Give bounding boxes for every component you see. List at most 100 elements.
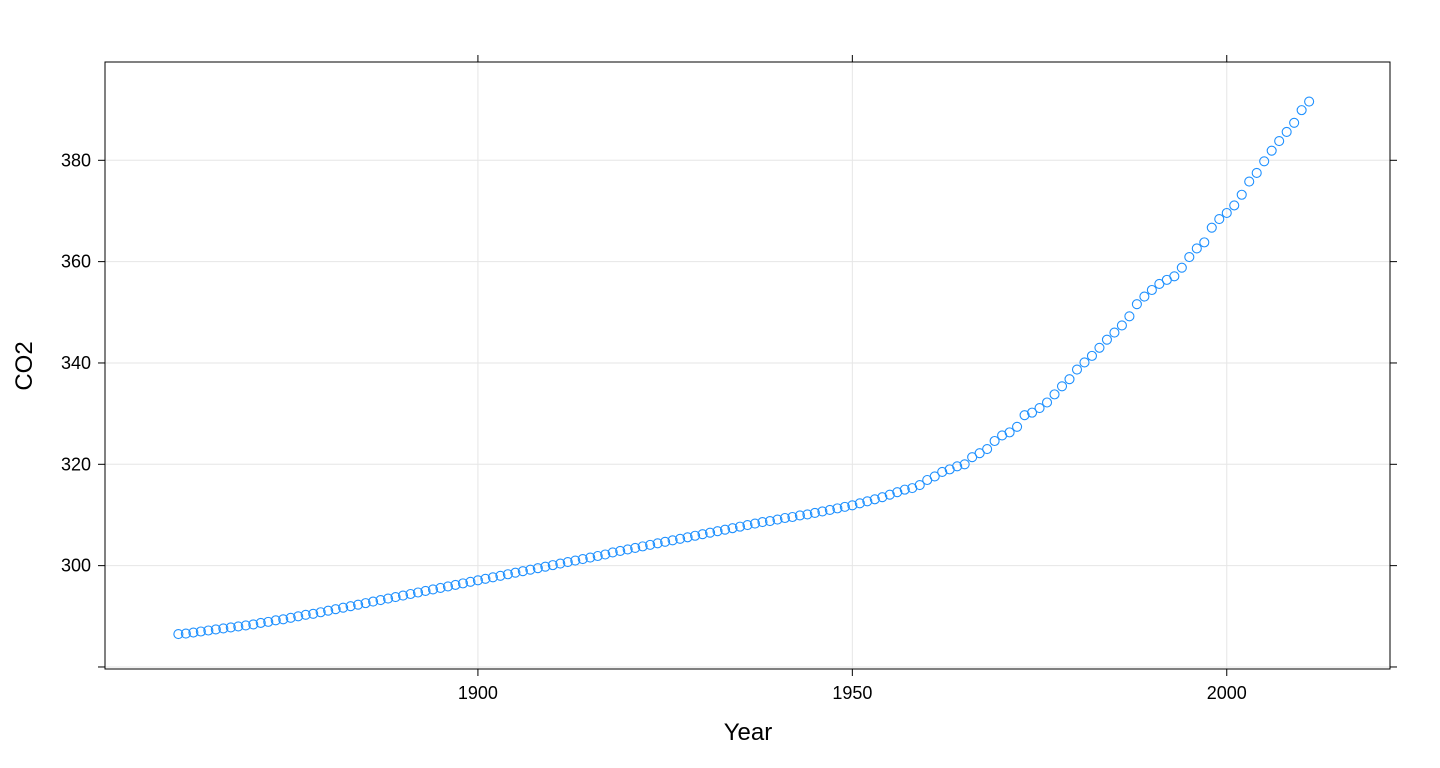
data-point: [607, 547, 618, 558]
data-point: [1146, 284, 1157, 296]
x-tick-label: 1950: [832, 683, 872, 703]
data-point: [1266, 145, 1277, 156]
data-point: [1094, 342, 1105, 353]
data-point: [1071, 364, 1083, 375]
data-point: [450, 579, 461, 590]
data-point: [877, 492, 888, 503]
data-point: [457, 578, 468, 589]
data-point: [952, 461, 963, 472]
data-point: [719, 524, 731, 535]
data-point: [525, 564, 536, 575]
data-point: [480, 573, 491, 584]
data-point: [1056, 381, 1068, 392]
data-point: [749, 518, 761, 529]
data-point: [712, 526, 723, 537]
data-point: [1124, 311, 1135, 322]
data-point: [1259, 156, 1270, 167]
data-point: [824, 504, 835, 515]
data-point: [562, 557, 573, 568]
data-point: [1236, 189, 1247, 200]
data-point: [255, 617, 266, 628]
data-point: [690, 530, 701, 541]
data-point: [600, 549, 611, 560]
data-point: [1079, 357, 1090, 368]
data-point: [195, 626, 206, 637]
data-point: [1131, 299, 1142, 310]
data-point: [203, 625, 214, 636]
data-point: [615, 545, 626, 556]
data-point: [285, 612, 296, 623]
data-point: [308, 608, 319, 619]
data-point: [487, 572, 498, 583]
data-point: [240, 620, 251, 631]
data-point: [510, 567, 521, 578]
data-point: [1034, 403, 1045, 414]
data-point: [502, 569, 513, 580]
y-tick-label: 300: [61, 556, 91, 576]
data-point: [173, 628, 184, 640]
data-point: [757, 517, 768, 528]
data-point: [517, 566, 528, 577]
data-point: [787, 511, 798, 523]
data-point: [1221, 207, 1232, 219]
x-axis: 1900 1950 2000: [458, 55, 1247, 703]
data-point: [405, 588, 416, 600]
data-point: [540, 561, 551, 572]
data-point: [383, 593, 394, 604]
data-point: [1229, 200, 1240, 211]
data-point: [854, 498, 865, 509]
grid-lines: [105, 62, 1390, 669]
data-point: [233, 621, 244, 632]
data-point: [180, 628, 191, 639]
data-point: [1199, 237, 1210, 248]
data-point: [420, 585, 431, 597]
data-point: [1109, 327, 1120, 338]
data-point: [570, 555, 581, 566]
data-point: [652, 538, 663, 549]
data-point: [210, 624, 221, 635]
data-point: [1019, 410, 1030, 421]
data-point: [397, 590, 409, 601]
data-point: [802, 509, 813, 520]
data-point: [667, 535, 678, 546]
data-points: [173, 96, 1315, 640]
data-point: [772, 514, 783, 525]
data-point: [929, 471, 940, 482]
data-point: [442, 581, 454, 592]
y-tick-label: 320: [61, 454, 91, 474]
data-point: [1274, 135, 1285, 147]
data-point: [779, 512, 790, 524]
data-point: [465, 576, 476, 587]
data-point: [592, 550, 603, 562]
data-point: [270, 615, 281, 626]
data-point: [278, 614, 289, 625]
data-point: [248, 619, 259, 630]
data-point: [1086, 350, 1098, 361]
data-point: [360, 598, 371, 609]
data-point: [1139, 291, 1150, 302]
data-point: [727, 523, 738, 534]
data-point: [675, 533, 686, 544]
data-point: [345, 601, 356, 612]
data-point: [1027, 407, 1038, 418]
data-point: [1289, 117, 1300, 128]
data-point: [959, 459, 970, 470]
data-point: [338, 602, 349, 613]
plot-frame: [104, 61, 1391, 670]
data-point: [323, 605, 334, 616]
data-point: [1169, 271, 1180, 282]
y-tick-label: 340: [61, 353, 91, 373]
x-tick-label: 1900: [458, 683, 498, 703]
data-point: [1004, 427, 1015, 438]
y-tick-label: 380: [61, 150, 91, 170]
data-point: [315, 607, 326, 618]
data-point: [862, 496, 873, 507]
data-point: [847, 500, 858, 511]
data-point: [682, 532, 693, 543]
data-point: [353, 599, 364, 610]
data-point: [547, 560, 558, 571]
data-point: [495, 570, 506, 581]
data-point: [697, 529, 708, 540]
data-point: [899, 484, 910, 495]
